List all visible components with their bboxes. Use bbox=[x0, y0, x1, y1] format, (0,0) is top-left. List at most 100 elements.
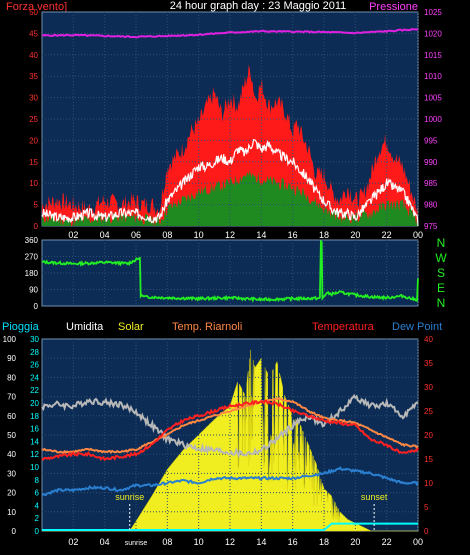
pressure-y-tick-label: 1010 bbox=[424, 72, 442, 81]
rain-y-tick-label: 4 bbox=[35, 501, 40, 510]
pressure-axis-title: Pressione bbox=[369, 1, 418, 13]
temperature-y-tick-label: 30 bbox=[424, 383, 433, 392]
humidity-y-tick-label: 100 bbox=[3, 335, 17, 344]
wind-y-tick-label: 20 bbox=[29, 136, 38, 145]
humidity-y-tick-label: 80 bbox=[7, 373, 16, 382]
wind-y-tick-label: 15 bbox=[29, 158, 38, 167]
temperature-y-tick-label: 25 bbox=[424, 407, 433, 416]
weather-x-tick-label: 12 bbox=[225, 537, 235, 547]
weather-x-tick-label: 20 bbox=[350, 537, 360, 547]
wind-y-tick-label: 35 bbox=[29, 72, 38, 81]
rain-y-tick-label: 14 bbox=[30, 437, 39, 446]
wind-x-tick-label: 20 bbox=[350, 230, 360, 240]
legend: Pioggia Umidita Solar Temp. Riarnoli Tem… bbox=[2, 321, 442, 333]
weather-x-tick-label: 22 bbox=[382, 537, 392, 547]
wind-axis-title: Forza vento] bbox=[6, 1, 67, 13]
rain-y-tick-label: 8 bbox=[35, 476, 40, 485]
humidity-y-tick-label: 60 bbox=[7, 412, 16, 421]
wind-x-tick-label: 18 bbox=[319, 230, 329, 240]
wind-x-tick-label: 14 bbox=[256, 230, 266, 240]
rain-y-tick-label: 0 bbox=[35, 527, 40, 536]
pressure-line bbox=[41, 28, 419, 39]
rain-y-tick-label: 30 bbox=[30, 335, 39, 344]
rain-y-tick-label: 28 bbox=[30, 348, 39, 357]
compass-label: S bbox=[437, 266, 445, 280]
direction-y-tick-label: 360 bbox=[25, 236, 39, 245]
rain-y-tick-label: 20 bbox=[30, 399, 39, 408]
temp-riarnoli-line bbox=[41, 397, 419, 454]
legend-solar: Solar bbox=[118, 321, 144, 333]
rain-y-tick-label: 6 bbox=[35, 489, 40, 498]
direction-y-tick-label: 0 bbox=[34, 302, 39, 311]
wind-y-tick-label: 50 bbox=[29, 8, 38, 17]
weather-x-tick-label: sunrise bbox=[125, 540, 148, 547]
legend-temp-riarnoli: Temp. Riarnoli bbox=[172, 321, 242, 333]
wind-x-tick-label: 04 bbox=[100, 230, 110, 240]
pressure-y-tick-label: 980 bbox=[424, 201, 438, 210]
temperature-y-tick-label: 5 bbox=[424, 503, 429, 512]
sunset-label: sunset bbox=[361, 492, 388, 502]
wind-y-tick-label: 5 bbox=[34, 201, 39, 210]
rain-y-tick-label: 24 bbox=[30, 373, 39, 382]
compass-label: W bbox=[435, 251, 447, 265]
weather-x-tick-label: 18 bbox=[319, 537, 329, 547]
temperature-y-tick-label: 0 bbox=[424, 527, 429, 536]
wind-y-tick-label: 10 bbox=[29, 179, 38, 188]
weather-x-tick-label: 04 bbox=[100, 537, 110, 547]
humidity-y-tick-label: 30 bbox=[7, 469, 16, 478]
compass-label: N bbox=[437, 296, 446, 310]
wind-gust-area bbox=[42, 64, 418, 226]
rain-y-tick-label: 18 bbox=[30, 412, 39, 421]
wind-y-tick-label: 25 bbox=[29, 115, 38, 124]
wind-x-tick-label: 12 bbox=[225, 230, 235, 240]
rain-y-tick-label: 12 bbox=[30, 450, 39, 459]
rain-y-tick-label: 22 bbox=[30, 386, 39, 395]
wind-y-tick-label: 0 bbox=[34, 222, 39, 231]
weather-x-tick-label: 16 bbox=[288, 537, 298, 547]
humidity-y-tick-label: 50 bbox=[7, 431, 16, 440]
wind-pressure-chart: 0510152025303540455097598098599099510001… bbox=[29, 8, 442, 240]
legend-temperature: Temperatura bbox=[312, 321, 375, 333]
pressure-y-tick-label: 1015 bbox=[424, 51, 442, 60]
pressure-y-tick-label: 990 bbox=[424, 158, 438, 167]
wind-average-line bbox=[41, 138, 419, 227]
wind-x-tick-label: 06 bbox=[131, 230, 141, 240]
pressure-y-tick-label: 995 bbox=[424, 136, 438, 145]
pressure-y-tick-label: 1000 bbox=[424, 115, 442, 124]
rain-y-tick-label: 10 bbox=[30, 463, 39, 472]
weather-x-tick-label: 00 bbox=[413, 537, 423, 547]
pressure-y-tick-label: 985 bbox=[424, 179, 438, 188]
pressure-y-tick-label: 1025 bbox=[424, 8, 442, 17]
weather-x-tick-label: 14 bbox=[256, 537, 266, 547]
humidity-y-tick-label: 70 bbox=[7, 393, 16, 402]
compass-label: N bbox=[437, 236, 446, 250]
temperature-y-tick-label: 35 bbox=[424, 359, 433, 368]
wind-x-tick-label: 16 bbox=[288, 230, 298, 240]
wind-direction-line bbox=[41, 239, 419, 303]
weather-x-tick-label: 02 bbox=[68, 537, 78, 547]
temperature-y-tick-label: 40 bbox=[424, 335, 433, 344]
rain-y-tick-label: 16 bbox=[30, 425, 39, 434]
humidity-y-tick-label: 40 bbox=[7, 450, 16, 459]
direction-y-tick-label: 90 bbox=[29, 286, 38, 295]
humidity-line bbox=[41, 393, 419, 459]
weather-x-tick-label: 10 bbox=[194, 537, 204, 547]
legend-dew-point: Dew Point bbox=[392, 321, 442, 333]
humidity-y-tick-label: 10 bbox=[7, 508, 16, 517]
temperature-line bbox=[41, 399, 419, 462]
humidity-y-tick-label: 90 bbox=[7, 354, 16, 363]
direction-y-tick-label: 180 bbox=[25, 269, 39, 278]
temperature-y-tick-label: 10 bbox=[424, 479, 433, 488]
humidity-y-tick-label: 20 bbox=[7, 489, 16, 498]
wind-y-tick-label: 30 bbox=[29, 94, 38, 103]
weather-x-tick-label: 08 bbox=[162, 537, 172, 547]
wind-x-tick-label: 10 bbox=[194, 230, 204, 240]
sunrise-label: sunrise bbox=[115, 492, 144, 502]
direction-y-tick-label: 270 bbox=[25, 253, 39, 262]
wind-x-tick-label: 02 bbox=[68, 230, 78, 240]
wind-x-tick-label: 22 bbox=[382, 230, 392, 240]
legend-humidity: Umidita bbox=[66, 321, 104, 333]
wind-y-tick-label: 45 bbox=[29, 29, 38, 38]
